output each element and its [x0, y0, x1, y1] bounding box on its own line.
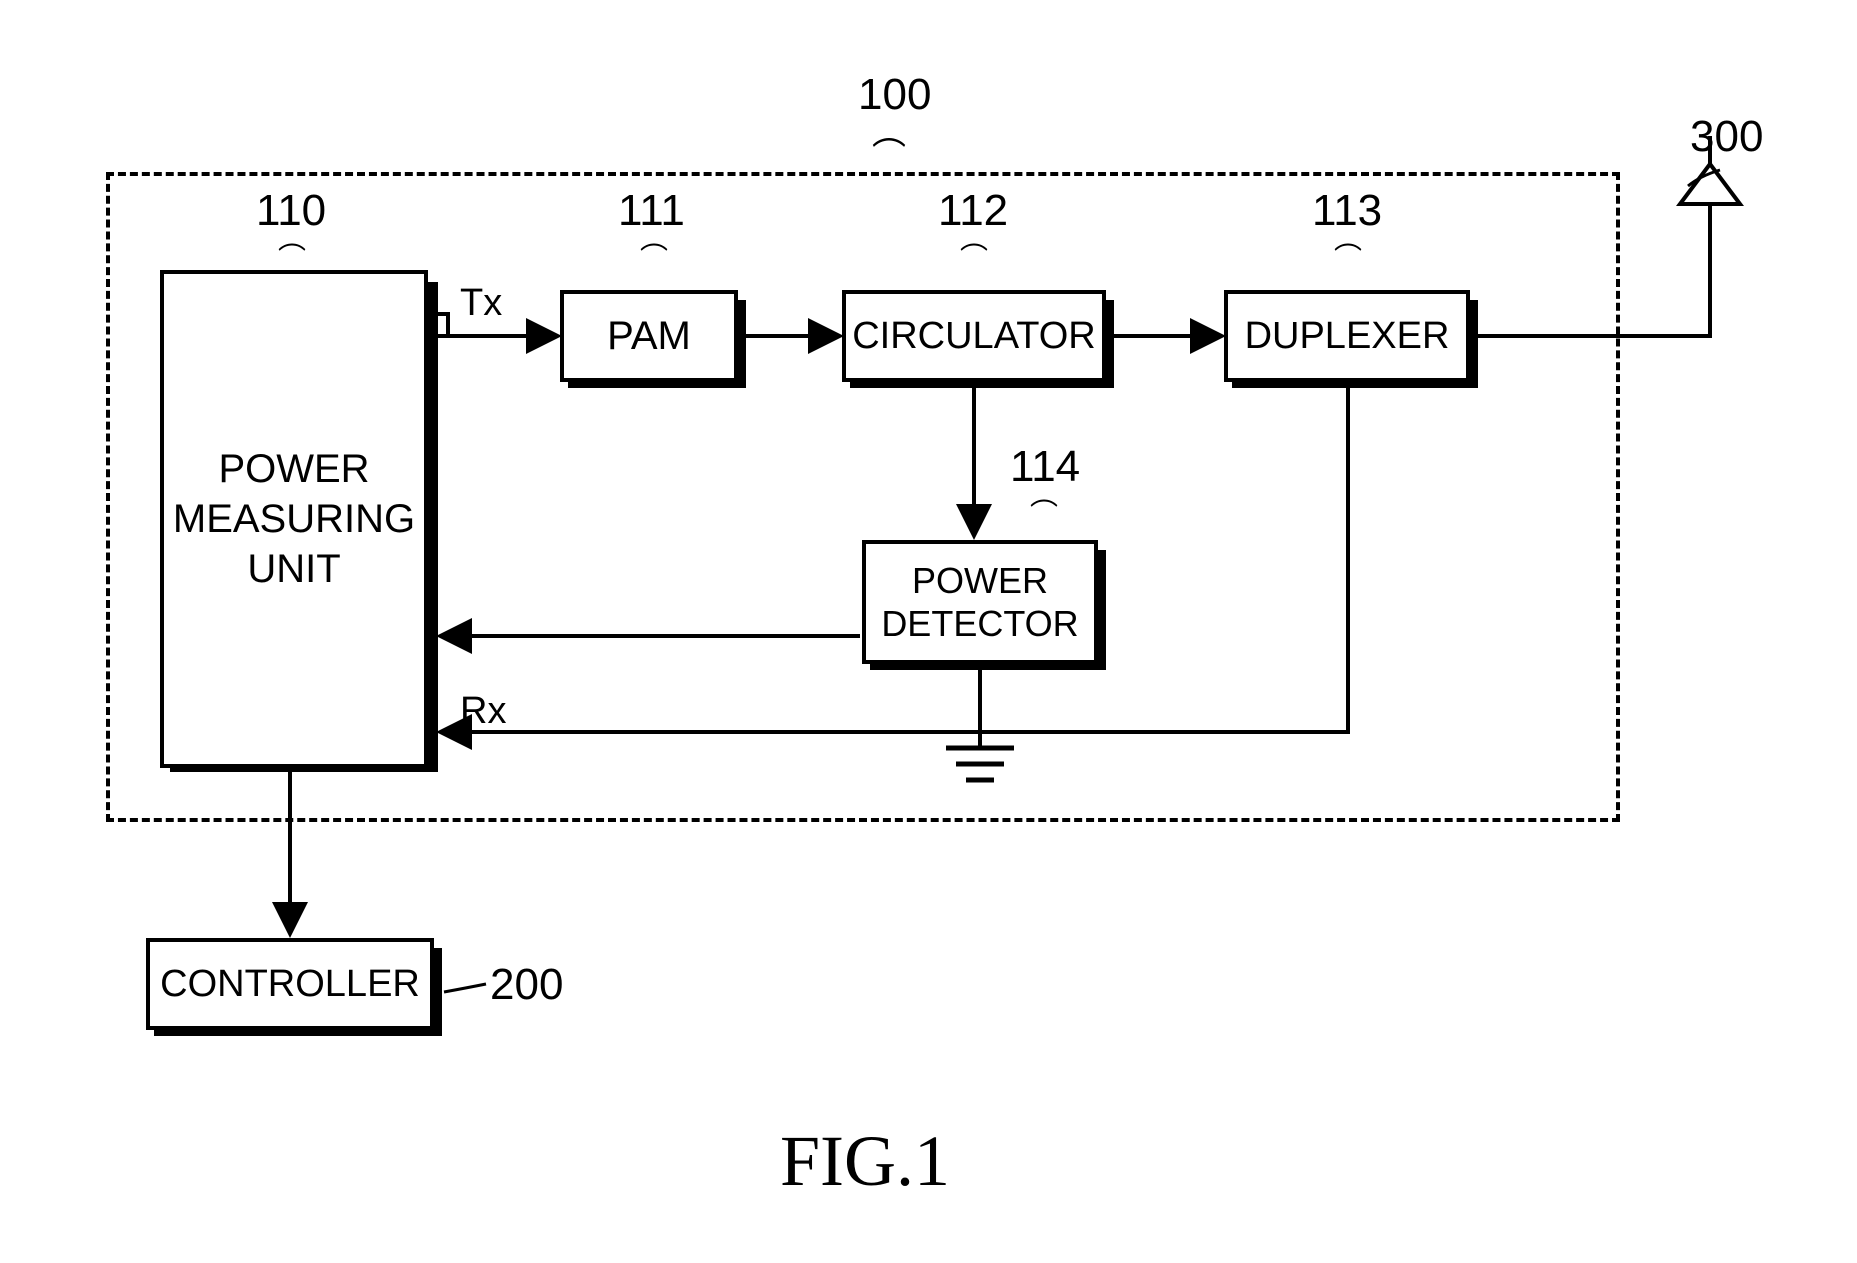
- pam-text: PAM: [607, 314, 691, 359]
- diagram-canvas: 100 ⌒ POWER MEASURING UNIT 110 ⌒ PAM 111…: [0, 0, 1857, 1263]
- figure-caption: FIG.1: [780, 1120, 950, 1203]
- circ-shadow-right: [1106, 300, 1114, 386]
- pam-shadow-right: [738, 300, 746, 386]
- controller-block: CONTROLLER: [146, 938, 434, 1030]
- pmu-text: POWER MEASURING UNIT: [173, 444, 415, 594]
- ref-100: 100: [858, 70, 931, 120]
- ref-114: 114: [1010, 442, 1080, 492]
- ref-300: 300: [1690, 112, 1763, 162]
- ref-110: 110: [256, 186, 326, 236]
- det-shadow-right: [1098, 550, 1106, 668]
- ref-200: 200: [490, 960, 563, 1010]
- ref-111: 111: [618, 186, 685, 236]
- ctrl-text: CONTROLLER: [160, 963, 420, 1006]
- ref-110-tick: ⌒: [278, 236, 306, 276]
- circulator-block: CIRCULATOR: [842, 290, 1106, 382]
- power-measuring-unit: POWER MEASURING UNIT: [160, 270, 428, 768]
- ref-112: 112: [938, 186, 1008, 236]
- pmu-shadow-right: [428, 282, 438, 772]
- ref-111-tick: ⌒: [640, 236, 668, 276]
- duplexer-block: DUPLEXER: [1224, 290, 1470, 382]
- circ-text: CIRCULATOR: [852, 315, 1096, 358]
- rx-label: Rx: [460, 690, 506, 733]
- dup-text: DUPLEXER: [1245, 315, 1450, 358]
- dup-shadow-right: [1470, 300, 1478, 386]
- ref-114-tick: ⌒: [1030, 492, 1058, 532]
- ref-113-tick: ⌒: [1334, 236, 1362, 276]
- pam-block: PAM: [560, 290, 738, 382]
- ref-100-tick: ⌒: [872, 128, 906, 177]
- ref-112-tick: ⌒: [960, 236, 988, 276]
- ctrl-shadow-right: [434, 948, 442, 1034]
- power-detector-block: POWER DETECTOR: [862, 540, 1098, 664]
- det-text: POWER DETECTOR: [881, 559, 1078, 645]
- ref-113: 113: [1312, 186, 1382, 236]
- tx-label: Tx: [460, 282, 502, 325]
